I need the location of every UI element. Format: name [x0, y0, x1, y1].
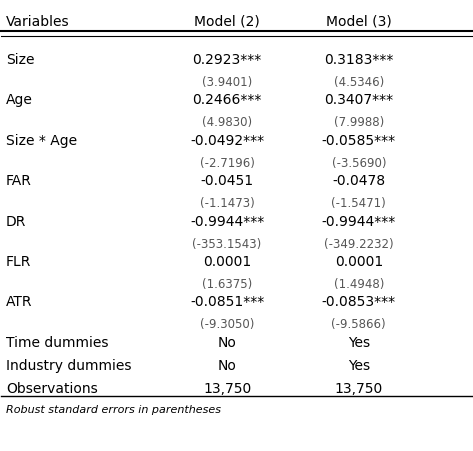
Text: (-9.3050): (-9.3050) [200, 318, 254, 331]
Text: FAR: FAR [6, 174, 32, 188]
Text: -0.0451: -0.0451 [201, 174, 254, 188]
Text: FLR: FLR [6, 255, 32, 269]
Text: (-1.5471): (-1.5471) [332, 197, 386, 210]
Text: ATR: ATR [6, 295, 33, 309]
Text: Age: Age [6, 93, 33, 107]
Text: Time dummies: Time dummies [6, 336, 109, 350]
Text: -0.0478: -0.0478 [332, 174, 385, 188]
Text: 13,750: 13,750 [334, 382, 383, 396]
Text: Observations: Observations [6, 382, 98, 396]
Text: -0.0492***: -0.0492*** [190, 134, 264, 148]
Text: Size * Age: Size * Age [6, 134, 77, 148]
Text: -0.0853***: -0.0853*** [322, 295, 396, 309]
Text: Variables: Variables [6, 15, 70, 29]
Text: No: No [218, 336, 236, 350]
Text: -0.9944***: -0.9944*** [322, 215, 396, 229]
Text: 0.2923***: 0.2923*** [193, 53, 262, 67]
Text: 0.0001: 0.0001 [334, 255, 383, 269]
Text: -0.0851***: -0.0851*** [190, 295, 264, 309]
Text: (-349.2232): (-349.2232) [324, 238, 394, 251]
Text: Industry dummies: Industry dummies [6, 359, 131, 373]
Text: (-9.5866): (-9.5866) [332, 318, 386, 331]
Text: (4.5346): (4.5346) [333, 76, 384, 89]
Text: 13,750: 13,750 [203, 382, 251, 396]
Text: (-1.1473): (-1.1473) [200, 197, 254, 210]
Text: No: No [218, 359, 236, 373]
Text: -0.9944***: -0.9944*** [190, 215, 264, 229]
Text: 0.3183***: 0.3183*** [324, 53, 394, 67]
Text: -0.0585***: -0.0585*** [322, 134, 396, 148]
Text: Model (3): Model (3) [326, 15, 392, 29]
Text: (-353.1543): (-353.1543) [193, 238, 262, 251]
Text: (3.9401): (3.9401) [202, 76, 252, 89]
Text: DR: DR [6, 215, 26, 229]
Text: (-3.5690): (-3.5690) [332, 157, 386, 170]
Text: Yes: Yes [348, 359, 370, 373]
Text: (1.6375): (1.6375) [202, 278, 252, 291]
Text: (1.4948): (1.4948) [333, 278, 384, 291]
Text: Size: Size [6, 53, 35, 67]
Text: (-2.7196): (-2.7196) [200, 157, 254, 170]
Text: Robust standard errors in parentheses: Robust standard errors in parentheses [6, 405, 221, 414]
Text: (4.9830): (4.9830) [202, 116, 252, 129]
Text: (7.9988): (7.9988) [333, 116, 384, 129]
Text: 0.3407***: 0.3407*** [324, 93, 394, 107]
Text: Model (2): Model (2) [194, 15, 260, 29]
Text: 0.0001: 0.0001 [203, 255, 251, 269]
Text: Yes: Yes [348, 336, 370, 350]
Text: 0.2466***: 0.2466*** [193, 93, 262, 107]
